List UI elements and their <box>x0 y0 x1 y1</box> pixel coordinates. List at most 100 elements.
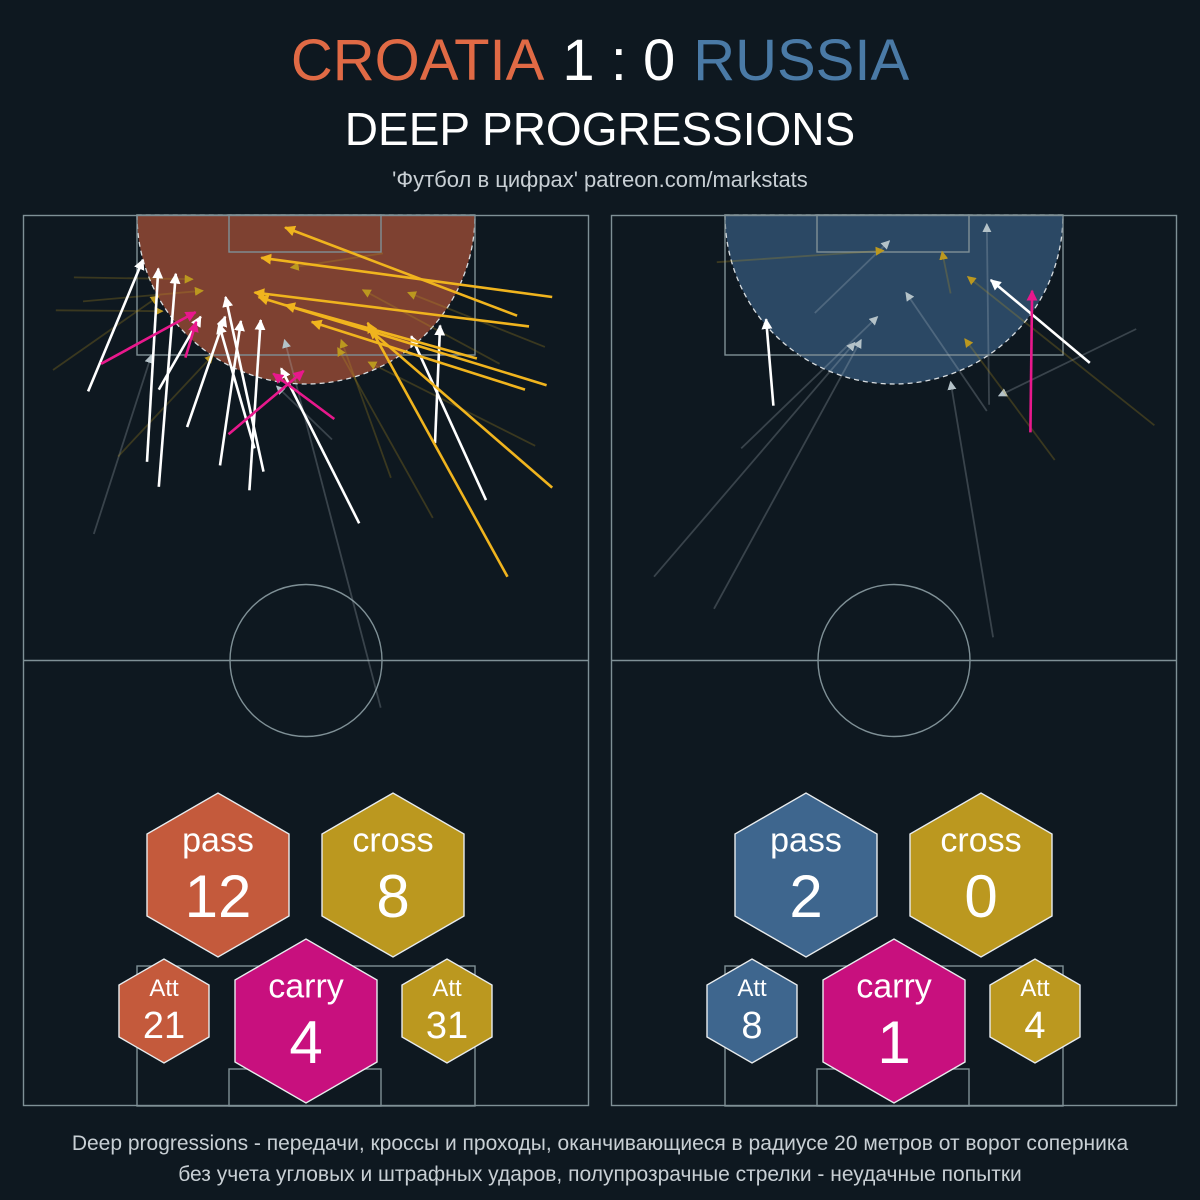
pitch-away: pass 2 cross 0 carry 1 Att 8 Att 4 <box>610 214 1178 1107</box>
cross-arrow-failed <box>939 250 952 294</box>
cross-attempts-value: 31 <box>426 1005 468 1047</box>
cross-hexagon-shape <box>321 792 465 958</box>
cross-attempts-hexagon-shape <box>401 958 493 1064</box>
footnote-line-2: без учета угловых и штрафных ударов, пол… <box>178 1163 1022 1186</box>
cross-arrow-failed <box>82 286 204 303</box>
carry-value: 4 <box>289 1009 322 1076</box>
cross-arrow-successful <box>253 288 530 328</box>
pass-label: pass <box>770 822 842 860</box>
cross-arrow-failed <box>52 295 160 371</box>
cross-attempts-value: 4 <box>1024 1005 1045 1047</box>
target-zone <box>724 214 1064 385</box>
cross-arrow-failed <box>289 252 384 271</box>
pass-arrow-successful <box>218 319 245 466</box>
carry-arrow-successful <box>227 369 305 436</box>
carry-value: 1 <box>877 1009 910 1076</box>
pass-attempts-label: Att <box>737 975 767 1002</box>
pass-hexagon-shape <box>734 792 878 958</box>
cross-value: 8 <box>376 863 409 930</box>
away-team-name: RUSSIA <box>693 28 910 93</box>
pass-attempts-value: 21 <box>143 1005 185 1047</box>
pass-arrow-failed <box>740 315 879 450</box>
pass-arrow-successful <box>86 258 145 392</box>
pitch-home: pass 12 cross 8 carry 4 Att 21 Att 31 <box>22 214 590 1107</box>
pass-arrow-successful <box>216 322 256 449</box>
pass-arrow-successful <box>989 279 1091 364</box>
title-row: CROATIA 1 : 0 RUSSIA <box>0 26 1200 96</box>
credit-line: 'Футбол в цифрах' patreon.com/markstats <box>392 167 808 192</box>
cross-arrow-failed <box>716 246 885 264</box>
carry-arrow-successful <box>184 320 199 358</box>
pass-arrow-failed <box>92 354 154 535</box>
pass-value: 2 <box>789 863 822 930</box>
carry-arrow-successful <box>1026 289 1038 433</box>
carry-arrow-successful <box>272 372 336 421</box>
pass-arrow-successful <box>145 267 164 462</box>
pass-attempts-value: 8 <box>741 1005 762 1047</box>
pass-arrow-successful <box>761 318 775 406</box>
pass-arrow-failed <box>282 338 382 708</box>
pass-label: pass <box>182 822 254 860</box>
cross-arrow-successful <box>284 225 518 317</box>
pass-arrow-failed <box>905 291 988 412</box>
cross-hexagon-shape <box>909 792 1053 958</box>
cross-attempts-hexagon-shape <box>989 958 1081 1064</box>
cross-attempts-hexagon: Att 31 <box>401 958 493 1064</box>
cross-label: cross <box>352 822 433 860</box>
footnote: Deep progressions - передачи, кроссы и п… <box>0 1128 1200 1190</box>
cross-arrow-failed <box>361 289 501 365</box>
carry-label: carry <box>856 968 932 1006</box>
pass-attempts-hexagon: Att 8 <box>706 958 798 1064</box>
cross-attempts-label: Att <box>432 975 462 1002</box>
carry-hexagon-shape <box>234 938 378 1104</box>
top-goal-area <box>816 214 970 253</box>
home-team-name: CROATIA <box>290 28 545 93</box>
cross-arrow-successful <box>260 253 553 299</box>
cross-attempts-hexagon: Att 4 <box>989 958 1081 1064</box>
cross-arrow-failed <box>336 347 434 519</box>
pass-arrow-failed <box>997 328 1137 397</box>
cross-arrow-failed <box>339 338 392 479</box>
pass-value: 12 <box>185 863 252 930</box>
pass-arrow-failed <box>947 380 994 638</box>
cross-arrow-failed <box>964 338 1056 461</box>
match-score: 1 : 0 <box>562 28 676 93</box>
cross-attempts-label: Att <box>1020 975 1050 1002</box>
pass-arrow-successful <box>157 272 181 487</box>
pass-arrow-successful <box>279 367 361 524</box>
cross-arrow-failed <box>966 275 1155 427</box>
pass-arrow-successful <box>433 324 446 444</box>
cross-arrow-successful <box>367 328 554 489</box>
carry-hexagon-shape <box>822 938 966 1104</box>
pass-arrow-successful <box>222 295 265 472</box>
centre-circle <box>229 583 383 738</box>
top-goal-area <box>228 214 382 253</box>
centre-circle <box>817 583 971 738</box>
pass-attempts-label: Att <box>149 975 179 1002</box>
pass-hexagon-shape <box>146 792 290 958</box>
carry-arrow-successful <box>100 310 197 365</box>
cross-arrow-successful <box>284 302 478 360</box>
pass-arrow-failed <box>713 338 862 610</box>
pass-arrow-successful <box>410 335 488 501</box>
cross-arrow-failed <box>55 306 164 316</box>
pass-attempts-hexagon: Att 21 <box>118 958 210 1064</box>
carry-label: carry <box>268 968 344 1006</box>
pass-attempts-hexagon-shape <box>118 958 210 1064</box>
pass-arrow-failed <box>653 341 856 578</box>
chart-subtitle: DEEP PROGRESSIONS <box>344 103 856 155</box>
pass-arrow-successful <box>248 319 266 491</box>
cross-label: cross <box>940 822 1021 860</box>
cross-arrow-successful <box>366 321 509 578</box>
cross-arrow-successful <box>310 319 526 391</box>
pass-attempts-hexagon-shape <box>706 958 798 1064</box>
pass-arrow-successful <box>185 315 228 428</box>
cross-value: 0 <box>964 863 997 930</box>
